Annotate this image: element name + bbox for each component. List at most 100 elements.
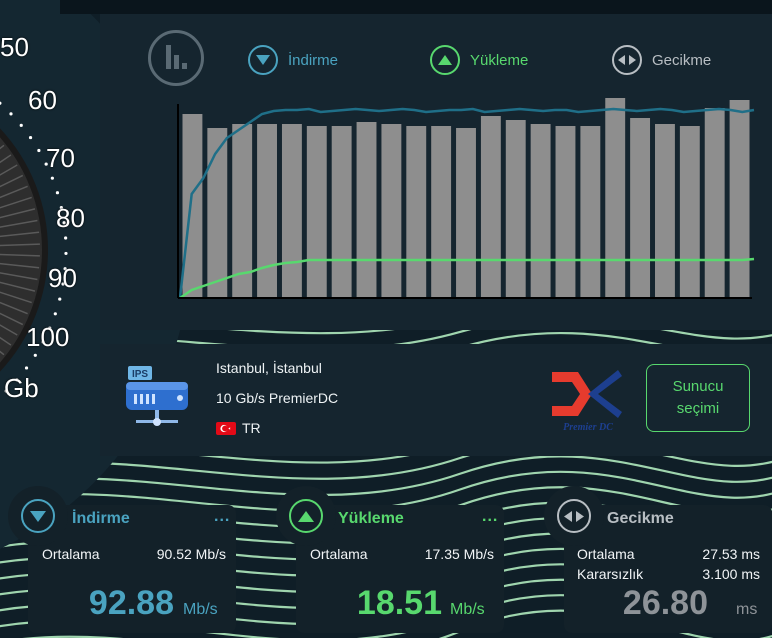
gauge-label-80: 80 xyxy=(56,203,85,233)
legend-latency-label: Gecikme xyxy=(652,51,712,69)
gauge-tick xyxy=(0,281,36,292)
gauge-tick xyxy=(0,262,40,269)
download-value: 92.88 xyxy=(88,584,174,622)
chart-bar xyxy=(331,126,352,298)
download-avg-label: Ortalama xyxy=(42,546,100,562)
chart-bar xyxy=(580,126,601,298)
chart-bar xyxy=(182,114,203,298)
server-name: 10 Gb/s PremierDC xyxy=(216,390,339,406)
upload-arrow-icon xyxy=(430,45,460,75)
gauge-dot xyxy=(15,378,19,382)
server-panel: IPS Istanbul, İstanbul 10 Gb/s PremierDC… xyxy=(100,344,772,456)
upload-speed-line xyxy=(179,257,755,300)
latency-jitter-label: Kararsızlık xyxy=(577,566,644,582)
chart-bar xyxy=(630,118,651,298)
download-arrow-icon xyxy=(21,499,55,533)
chart-bar xyxy=(605,98,626,298)
download-speed-line xyxy=(178,107,755,299)
speed-chart xyxy=(177,98,755,300)
gauge-dot xyxy=(44,162,48,166)
latency-jitter-value: 3.100 ms xyxy=(702,566,760,582)
gauge-unit: Gb xyxy=(4,373,39,403)
chart-bar xyxy=(555,126,576,298)
gauge-tick xyxy=(0,208,36,219)
chart-toggle-button[interactable] xyxy=(148,30,204,86)
legend-latency[interactable]: Gecikme xyxy=(612,42,711,78)
gauge-label-70: 70 xyxy=(46,143,75,173)
latency-icon xyxy=(557,499,591,533)
legend-download[interactable]: İndirme xyxy=(248,42,338,78)
chart-bar xyxy=(232,124,253,298)
top-strip xyxy=(60,0,772,14)
gauge-tick xyxy=(0,336,12,346)
upload-title: Yükleme xyxy=(338,510,404,527)
gauge-label-50: 50 xyxy=(0,32,29,62)
server-select-label-2: seçimi xyxy=(676,400,720,417)
gauge-tick xyxy=(0,154,12,164)
download-arrow-icon xyxy=(248,45,278,75)
gauge-dot xyxy=(37,148,41,153)
gauge-dial xyxy=(0,128,48,372)
legend-upload[interactable]: Yükleme xyxy=(430,42,528,78)
gauge-label-90: 90 xyxy=(48,263,77,293)
gauge-label-60: 60 xyxy=(28,85,57,115)
gauge-dot xyxy=(53,312,57,316)
latency-unit: ms xyxy=(736,601,758,618)
gauge-dot xyxy=(62,221,66,225)
gauge-dot xyxy=(33,353,37,357)
server-country-code: TR xyxy=(242,420,261,436)
gauge-dot xyxy=(9,112,13,116)
gauge-dot xyxy=(55,191,60,195)
chart-bar xyxy=(505,120,526,298)
download-unit: Mb/s xyxy=(183,601,218,618)
premierdc-logo: Premier DC xyxy=(552,370,622,433)
gauge-tick xyxy=(0,243,40,247)
latency-value: 26.80 xyxy=(622,584,708,622)
gauge-dot xyxy=(0,101,2,105)
gauge-tick xyxy=(0,301,28,315)
bar-chart-icon xyxy=(166,45,187,69)
latency-icon xyxy=(612,45,642,75)
svg-text:IPS: IPS xyxy=(132,369,148,380)
gauge-dot xyxy=(61,282,65,286)
gauge-dot xyxy=(48,326,52,330)
upload-more-button[interactable]: ... xyxy=(482,508,499,525)
legend-download-label: İndirme xyxy=(288,51,339,69)
upload-value: 18.51 xyxy=(356,584,442,622)
wave-line xyxy=(0,455,772,496)
gauge-dot xyxy=(24,366,29,370)
chart-bar xyxy=(281,124,302,298)
upload-unit: Mb/s xyxy=(450,601,485,618)
wave-line xyxy=(0,439,772,480)
gauge-dot xyxy=(50,176,54,180)
gauge-tick xyxy=(0,219,38,228)
chart-bar xyxy=(530,124,551,298)
gauge-dot xyxy=(28,135,33,140)
server-select-button[interactable]: Sunucu seçimi xyxy=(646,364,750,432)
gauge-tick xyxy=(0,272,38,281)
gauge-dot xyxy=(63,267,67,271)
server-select-label-1: Sunucu xyxy=(672,378,724,395)
gauge-dot xyxy=(58,297,62,301)
chart-bar xyxy=(356,122,377,298)
chart-bar xyxy=(406,126,427,298)
gauge-tick xyxy=(0,196,32,209)
gauge-tick xyxy=(0,291,32,304)
gauge-tick xyxy=(0,253,40,257)
gauge-tick xyxy=(0,164,18,176)
gauge-tick xyxy=(0,312,24,326)
latency-avg-value: 27.53 ms xyxy=(702,546,760,562)
turkey-flag-icon xyxy=(216,422,236,435)
server-icon: IPS xyxy=(126,366,188,426)
download-more-button[interactable]: ... xyxy=(214,508,231,525)
download-card-icon xyxy=(8,486,68,546)
chart-bar xyxy=(655,124,675,298)
chart-bar xyxy=(431,126,452,298)
upload-avg-value: 17.35 Mb/s xyxy=(424,546,494,562)
upload-arrow-icon xyxy=(289,499,323,533)
chart-bar xyxy=(679,126,700,298)
gauge-tick xyxy=(0,174,24,188)
chart-bar xyxy=(704,108,725,298)
gauge-dot xyxy=(64,251,68,256)
server-country: TR xyxy=(216,420,261,436)
